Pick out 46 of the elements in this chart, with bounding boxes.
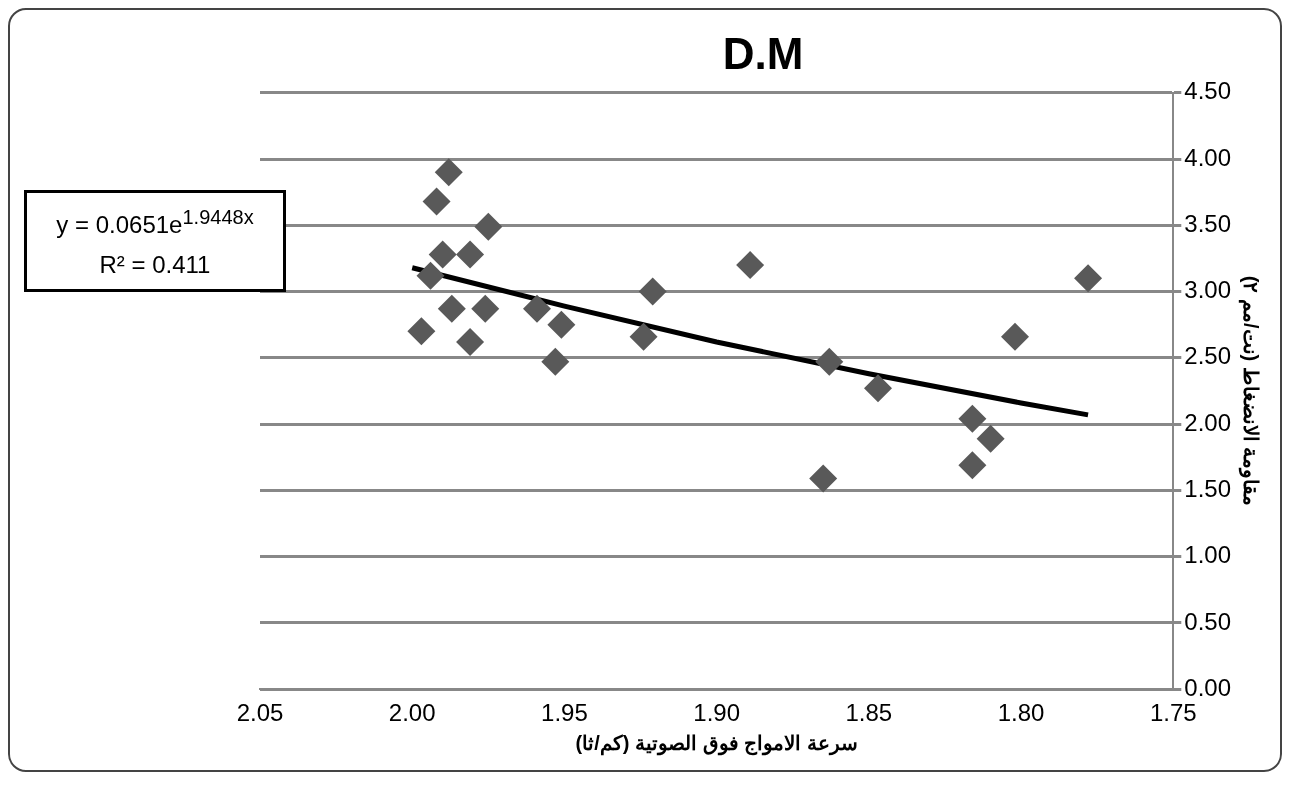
point [541,347,570,376]
y-tick-label: 3.00 [1184,276,1232,304]
point [547,310,576,339]
y-tick-label: 4.50 [1184,77,1232,105]
point [474,212,503,241]
point [456,327,485,356]
point [1074,264,1103,293]
y-tick-label: 1.00 [1184,541,1232,569]
y-axis-title: مقاومة الانضغاط (نت/مم ٢) [1238,275,1263,507]
point [422,187,451,216]
chart-title: D.M [722,28,804,78]
y-tick-label: 1.50 [1184,475,1232,503]
point [629,322,658,351]
point [976,424,1005,453]
point [638,277,667,306]
point [809,464,838,493]
x-tick-label: 2.00 [388,699,436,727]
point [815,347,844,376]
y-tick-label: 0.50 [1184,607,1232,635]
x-tick-label: 1.85 [845,699,893,727]
text: y = 0.0651e$^{1.9448x}$ [55,205,255,240]
y-tick-label: 0.00 [1184,673,1232,701]
point [428,240,457,269]
point [523,294,552,323]
point [958,451,987,480]
point [437,294,466,323]
point [863,374,892,403]
point [958,404,987,433]
x-tick-label: 1.90 [693,699,740,727]
point [471,294,500,323]
x-tick-label: 1.75 [1149,699,1197,727]
y-tick-label: 2.00 [1184,408,1232,436]
x-tick-label: 1.95 [541,699,588,727]
x-axis-title: سرعة الامواج فوق الصوتية (كم/ثا) [575,731,858,756]
x-tick-label: 2.05 [236,699,284,727]
y-tick-label: 2.50 [1184,342,1232,370]
point [416,261,445,290]
point [434,158,463,187]
x-tick-label: 1.80 [997,699,1045,727]
y-tick-label: 3.50 [1184,209,1232,237]
text: R² = 0.411 [98,250,212,280]
y-tick-label: 4.00 [1184,143,1232,171]
point [1000,322,1029,351]
point [456,240,485,269]
point [407,317,436,346]
point [736,251,765,280]
